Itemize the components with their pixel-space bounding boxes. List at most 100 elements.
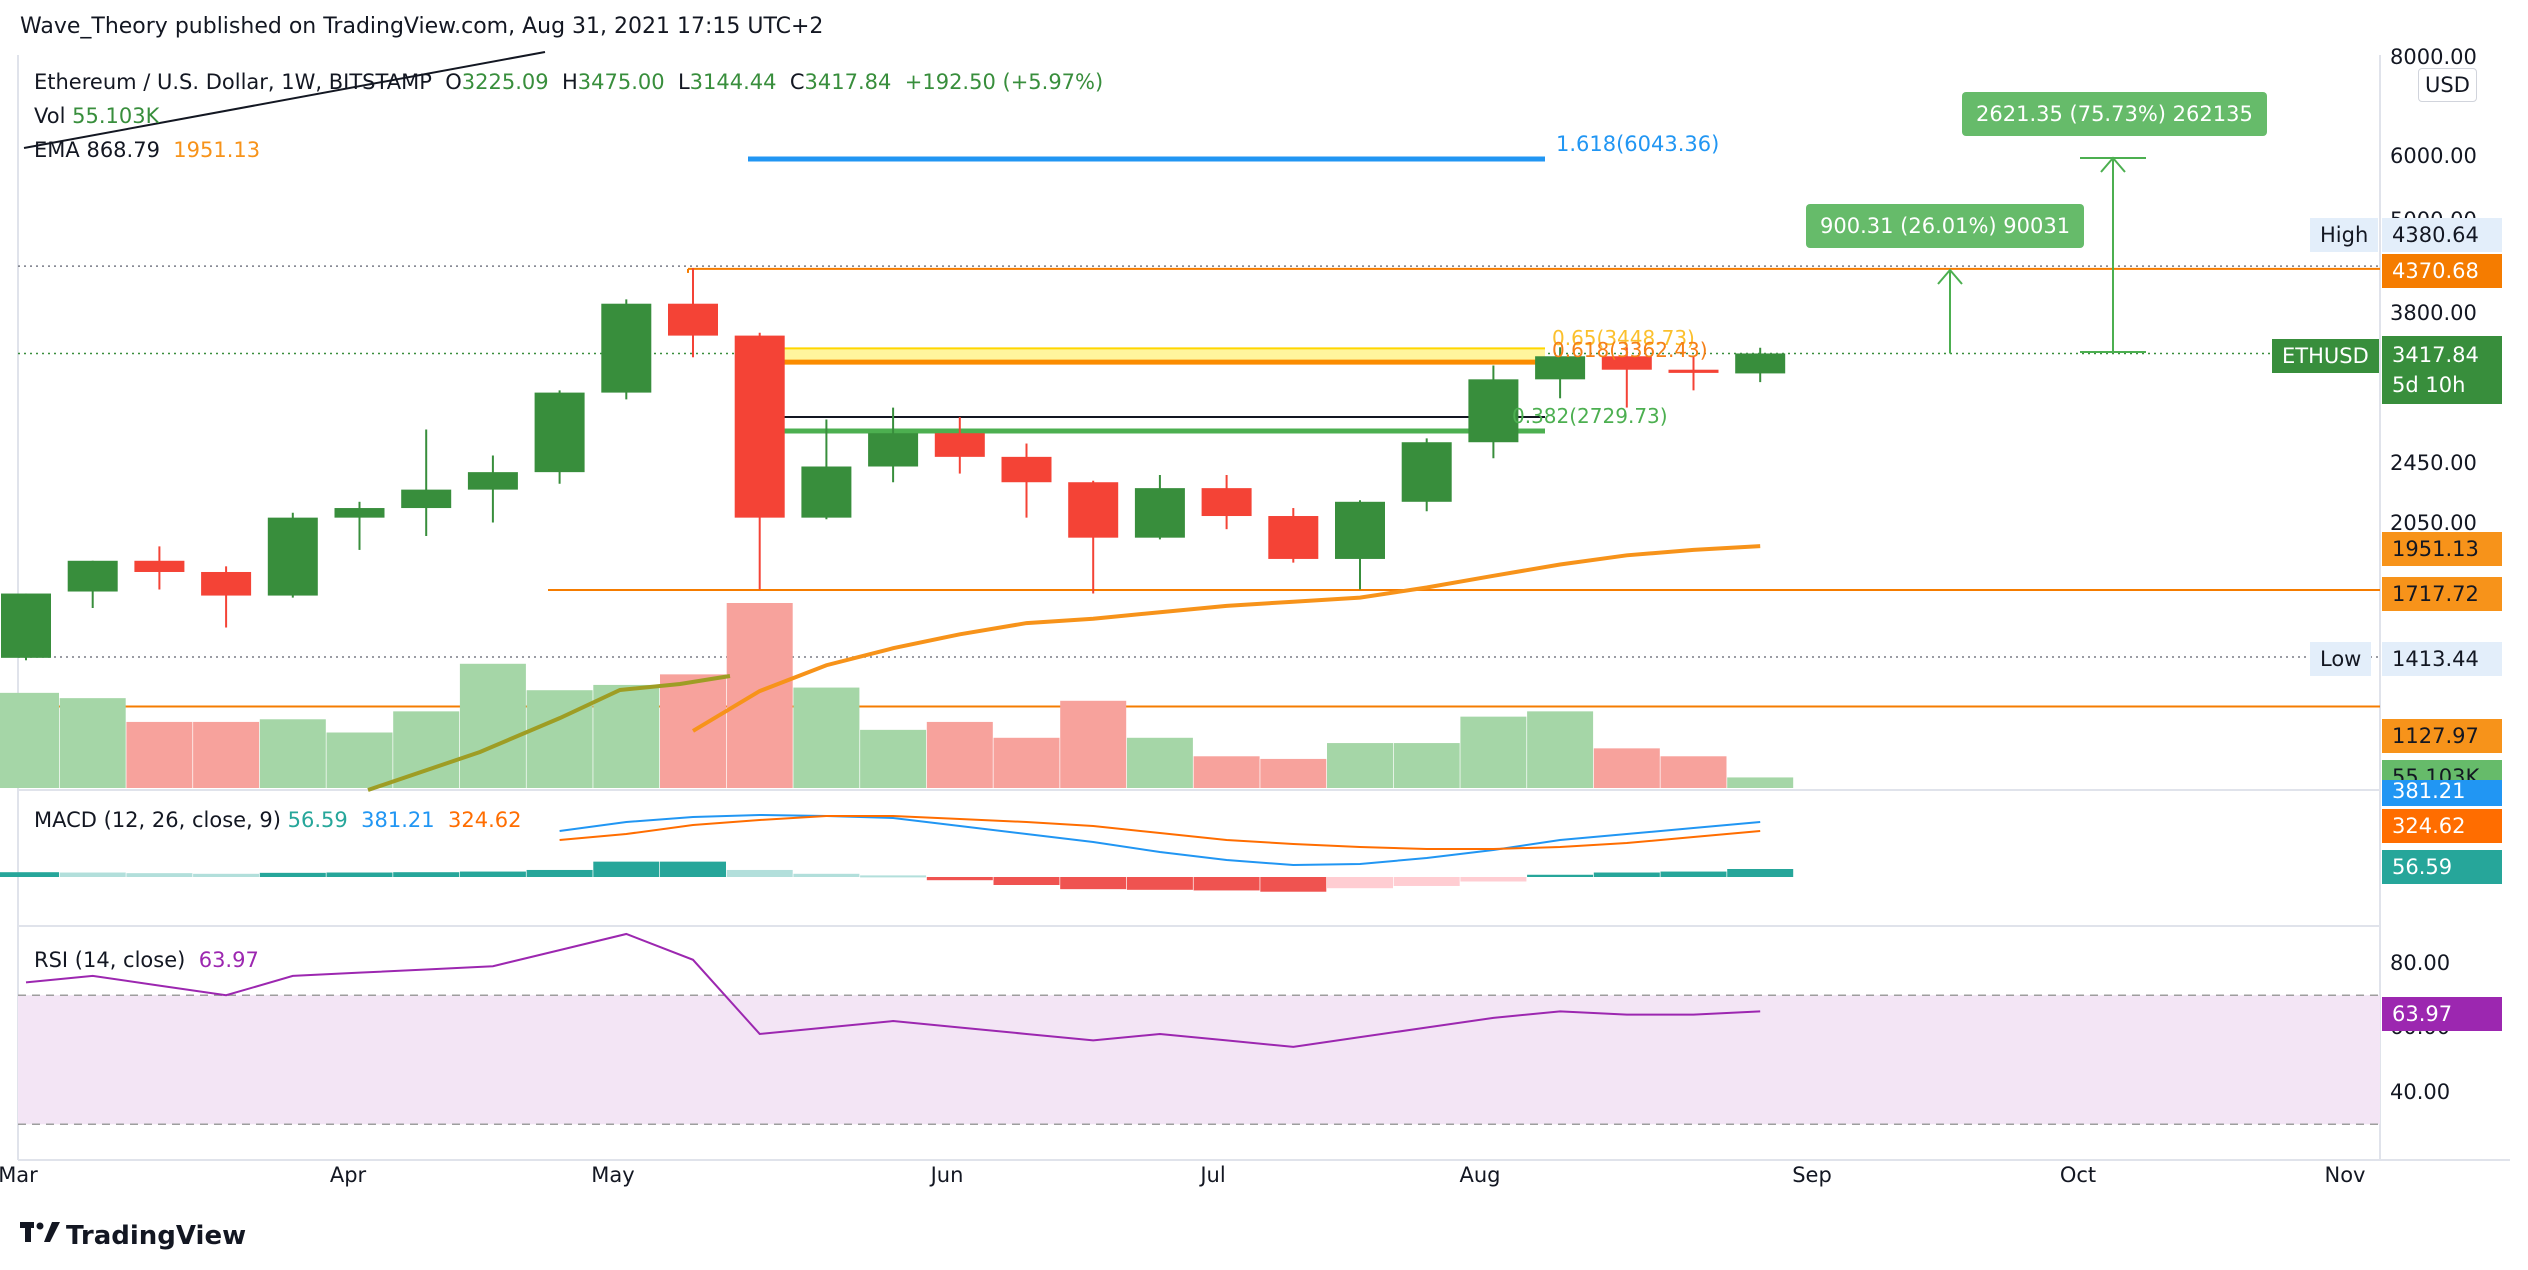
macd-histogram-bar xyxy=(993,877,1060,885)
ema-lines xyxy=(23,51,1761,792)
volume-bar xyxy=(1260,758,1327,788)
candle-body xyxy=(1068,482,1119,538)
last-price-value: 3417.84 xyxy=(2392,343,2479,367)
legend-ema2: 1951.13 xyxy=(173,138,261,162)
macd-histogram-bar xyxy=(1260,877,1327,892)
time-tick-label: Mar xyxy=(0,1163,38,1187)
candle-body xyxy=(934,433,985,457)
legend-rsi-row[interactable]: RSI (14, close) 63.97 xyxy=(34,948,259,972)
low-label-tag: Low xyxy=(2310,642,2372,676)
price-tick-label: 8000.00 xyxy=(2390,45,2477,69)
price-tick-label: 3800.00 xyxy=(2390,301,2477,325)
macd-histogram-bar xyxy=(393,872,460,877)
publisher-bar: Wave_Theory published on TradingView.com… xyxy=(0,0,2528,60)
macd-histogram-bar xyxy=(1660,871,1727,877)
target-arrows[interactable] xyxy=(1937,156,2146,354)
footer-brand: TradingView xyxy=(66,1221,247,1251)
price-levels xyxy=(18,265,2380,708)
volume-bar xyxy=(660,674,726,788)
macd-histogram-bar xyxy=(193,873,260,877)
target1-box[interactable]: 900.31 (26.01%) 90031 xyxy=(1806,204,2085,248)
legend-macd-row[interactable]: MACD (12, 26, close, 9) 56.59 381.21 324… xyxy=(34,808,521,832)
high-label-tag: High xyxy=(2310,218,2379,252)
time-tick-label: Oct xyxy=(2060,1163,2096,1187)
legend-macd-signal: 324.62 xyxy=(447,808,522,832)
legend-ema-label: EMA xyxy=(34,138,80,162)
candle-body xyxy=(1601,356,1652,370)
target1-arrowhead xyxy=(1937,268,1963,285)
candle-body xyxy=(134,560,185,572)
candle-body xyxy=(1735,353,1786,374)
volume-bar xyxy=(59,698,126,788)
candle-body xyxy=(1134,488,1185,538)
legend-symbol[interactable]: Ethereum / U.S. Dollar, 1W, BITSTAMP xyxy=(34,70,432,94)
macd-hist-tag: 56.59 xyxy=(2382,850,2502,884)
macd-histogram-bar xyxy=(926,877,993,881)
time-tick-label: Aug xyxy=(1459,1163,1500,1187)
currency-button[interactable]: USD xyxy=(2418,68,2477,102)
legend-high: 3475.00 xyxy=(577,70,665,94)
legend-close: 3417.84 xyxy=(804,70,892,94)
candle-body xyxy=(1,593,51,658)
macd-histogram-bar xyxy=(1460,877,1527,882)
candles[interactable] xyxy=(1,268,1786,661)
macd-histogram-bar xyxy=(326,872,393,877)
macd-histogram-bar xyxy=(793,873,860,877)
legend-ema-row[interactable]: EMA 868.79 1951.13 xyxy=(34,138,260,162)
candle-body xyxy=(534,392,585,473)
macd-histogram-bar xyxy=(593,861,660,877)
macd-histogram-bar xyxy=(660,861,726,877)
time-tick-label: Apr xyxy=(330,1163,367,1187)
candle-body xyxy=(734,335,785,518)
volume-bar xyxy=(1460,716,1527,788)
level1-tag: 4370.68 xyxy=(2382,254,2502,288)
macd-histogram-bar xyxy=(259,872,326,877)
volume-bar xyxy=(1660,756,1727,788)
chart-canvas[interactable]: 8000.006000.005000.003800.002450.002050.… xyxy=(0,0,2528,1210)
macd-histogram-bar xyxy=(726,869,793,877)
macd-histogram-bar xyxy=(526,869,593,877)
candle-body xyxy=(1001,456,1052,483)
volume-bar xyxy=(0,692,59,788)
volume-bar xyxy=(259,719,326,788)
time-tick-label: May xyxy=(591,1163,634,1187)
volume-bar xyxy=(459,663,526,788)
fib-lines[interactable] xyxy=(748,156,1545,434)
macd-histogram-bar xyxy=(1393,877,1460,886)
ema-fast-line xyxy=(367,674,731,792)
volume-bar xyxy=(1193,756,1260,788)
macd-histogram-bar xyxy=(59,872,126,877)
countdown-value: 5d 10h xyxy=(2392,373,2466,397)
legend-vol: 55.103K xyxy=(72,104,160,128)
candle-body xyxy=(1201,488,1252,517)
fib-1618-label: 1.618(6043.36) xyxy=(1556,132,1720,156)
candle-body xyxy=(1335,501,1385,559)
candle-body xyxy=(1468,379,1519,443)
high-value-tag: 4380.64 xyxy=(2382,218,2502,252)
symbol-tag: ETHUSD xyxy=(2272,339,2379,373)
legend-macd-line: 381.21 xyxy=(361,808,435,832)
macd-histogram-bar xyxy=(1193,877,1260,891)
volume-bar xyxy=(1393,743,1460,788)
rsi-tick-label: 80.00 xyxy=(2390,951,2450,975)
legend-vol-row[interactable]: Vol 55.103K xyxy=(34,104,159,128)
macd-signal-tag: 324.62 xyxy=(2382,809,2502,843)
candle-body xyxy=(868,433,919,467)
volume-bar xyxy=(326,732,393,788)
candle-body xyxy=(1401,442,1452,502)
macd-pane xyxy=(0,813,1794,892)
rsi-tag: 63.97 xyxy=(2382,997,2502,1031)
legend-symbol-row: Ethereum / U.S. Dollar, 1W, BITSTAMP O32… xyxy=(34,70,1103,94)
level3-tag: 1127.97 xyxy=(2382,719,2502,753)
rsi-pane xyxy=(18,932,2380,1125)
macd-line-tag: 381.21 xyxy=(2382,780,2502,806)
tradingview-logo[interactable]: TradingView xyxy=(20,1220,246,1251)
volume-bar xyxy=(926,721,993,788)
legend-rsi: 63.97 xyxy=(198,948,259,972)
target2-box[interactable]: 2621.35 (75.73%) 262135 xyxy=(1962,92,2267,136)
time-tick-label: Nov xyxy=(2325,1163,2366,1187)
legend-vol-label: Vol xyxy=(34,104,66,128)
fib-0618-label: 0.618(3362.43) xyxy=(1552,338,1708,362)
macd-histogram-bar xyxy=(459,871,526,877)
time-tick-label: Jun xyxy=(929,1163,964,1187)
